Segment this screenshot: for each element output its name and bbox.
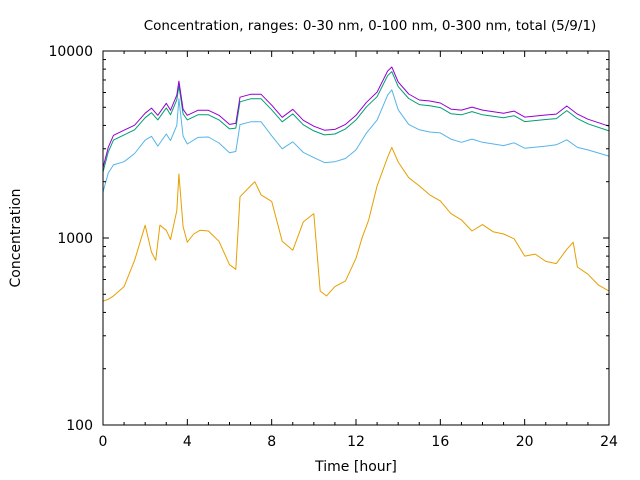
x-tick-label: 4 — [183, 434, 192, 450]
y-tick-label: 100 — [66, 418, 93, 434]
x-tick-label: 20 — [516, 434, 534, 450]
series-line-total — [102, 66, 610, 168]
plot-frame — [102, 50, 610, 426]
series-group — [102, 66, 610, 302]
chart-title: Concentration, ranges: 0-30 nm, 0-100 nm… — [144, 18, 597, 34]
x-tick-label: 16 — [431, 434, 449, 450]
y-tick-label: 1000 — [57, 231, 93, 247]
series-line-0-30-nm — [102, 146, 610, 302]
x-tick-label: 8 — [267, 434, 276, 450]
x-axis-label: Time [hour] — [314, 459, 397, 475]
y-tick-label: 10000 — [48, 44, 93, 60]
x-tick-label: 24 — [600, 434, 618, 450]
x-tick-label: 0 — [99, 434, 108, 450]
ticks-group — [102, 50, 610, 426]
series-line-0-300-nm — [102, 71, 610, 173]
series-line-0-100-nm — [102, 89, 610, 193]
tick-labels-group: 0 4 8 12 16 20 24 100 1000 10000 — [48, 44, 618, 450]
x-tick-label: 12 — [347, 434, 365, 450]
y-axis-label: Concentration — [8, 188, 24, 287]
